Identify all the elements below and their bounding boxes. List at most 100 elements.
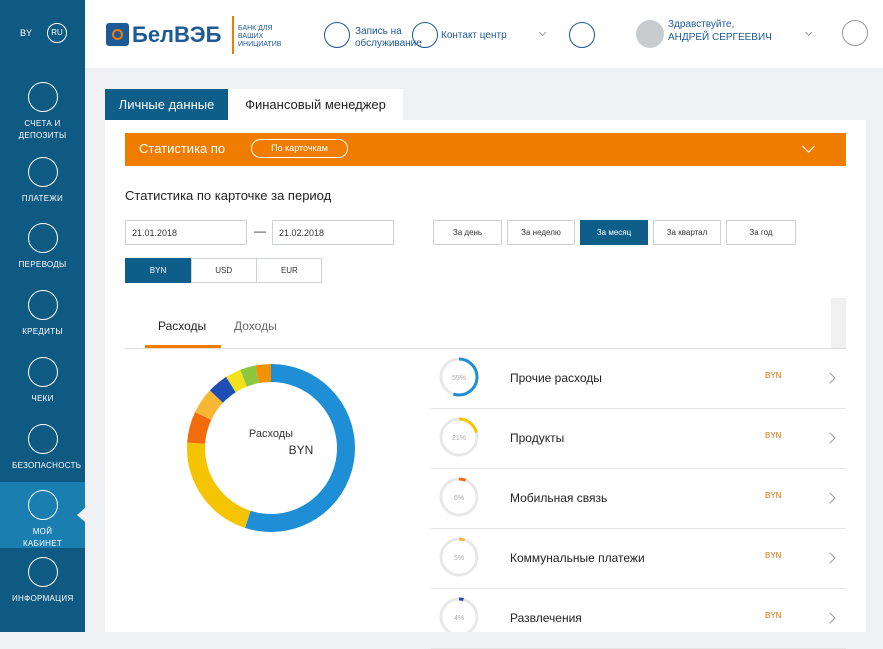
sidebar-item[interactable]: МОЙ КАБИНЕТ (0, 490, 85, 550)
greeting: Здравствуйте, (668, 19, 735, 30)
chart: Расходы BYN 55% 21% 6% 5% 4% (187, 357, 479, 632)
sidebar-item[interactable]: ЧЕКИ (0, 357, 85, 405)
logo-divider (232, 16, 234, 54)
period-button[interactable]: За день (433, 220, 502, 245)
expense-currency: BYN (765, 491, 782, 500)
ring-arc (439, 477, 479, 517)
avatar[interactable] (636, 20, 664, 48)
sidebar-icon (27, 490, 58, 520)
sidebar-icon (27, 157, 58, 187)
expense-currency: BYN (765, 431, 782, 440)
expense-name: Развлечения (510, 611, 582, 625)
sidebar-label: СЧЕТА И ДЕПОЗИТЫ (18, 119, 67, 140)
ring-label: 6% (454, 495, 464, 502)
ring-arc (439, 597, 479, 632)
tab[interactable]: Финансовый менеджер (228, 89, 403, 120)
sidebar-item[interactable]: КРЕДИТЫ (0, 290, 85, 338)
scrollbar[interactable] (831, 298, 846, 348)
logo-icon (106, 23, 129, 46)
sidebar-icon (27, 557, 58, 587)
subtab-underline (145, 345, 221, 348)
stats-button[interactable]: По карточкам (251, 139, 348, 158)
ring-arc (439, 537, 479, 577)
sidebar: BY RU СЧЕТА И ДЕПОЗИТЫ ПЛАТЕЖИ ПЕРЕВОДЫ КРЕ… (0, 0, 85, 632)
sidebar-label: ПЛАТЕЖИ (21, 194, 64, 203)
sidebar-label: ПЕРЕВОДЫ (18, 260, 67, 269)
period-title: Статистика по карточке за период (125, 188, 332, 203)
expense-name: Мобильная связь (510, 491, 608, 505)
donut-center-label: Расходы (249, 428, 293, 440)
expense-row[interactable]: Прочие расходы BYN (431, 349, 846, 409)
donut-segment (187, 364, 355, 532)
row-chevron[interactable] (824, 492, 836, 504)
currency-button[interactable]: EUR (256, 258, 323, 283)
sidebar-item[interactable]: БЕЗОПАСНОСТЬ (0, 424, 85, 472)
stats-bar (125, 133, 846, 166)
sidebar-label: КРЕДИТЫ (22, 327, 63, 336)
donut-segment (187, 364, 355, 532)
notifications-icon[interactable] (569, 22, 595, 48)
sidebar-icon (27, 290, 58, 320)
currency-button[interactable]: BYN (125, 258, 191, 283)
sidebar-label: МОЙ КАБИНЕТ (22, 527, 63, 548)
sidebar-icon (27, 223, 58, 253)
active-pointer (77, 508, 85, 522)
lang-ru[interactable]: RU (47, 23, 67, 43)
sidebar-icon (27, 424, 58, 454)
expense-name: Продукты (510, 431, 565, 445)
expense-currency: BYN (765, 551, 782, 560)
logout-icon[interactable] (842, 20, 868, 46)
row-chevron[interactable] (824, 552, 836, 564)
expense-row[interactable]: Мобильная связь BYN (431, 469, 846, 529)
period-button[interactable]: За год (726, 220, 796, 245)
appointment-link[interactable]: Запись на обслуживание (355, 26, 422, 49)
ring-label: 5% (454, 555, 464, 562)
contact-icon[interactable] (412, 22, 438, 48)
tagline: БАНК ДЛЯ ВАШИХ ИНИЦИАТИВ (238, 25, 282, 48)
sidebar-item[interactable]: СЧЕТА И ДЕПОЗИТЫ (0, 82, 85, 142)
row-chevron[interactable] (824, 372, 836, 384)
expense-name: Прочие расходы (510, 371, 602, 385)
row-chevron[interactable] (824, 432, 836, 444)
ring-label: 55% (452, 375, 466, 382)
tab-active[interactable]: Личные данные (105, 89, 228, 120)
expense-row[interactable]: Развлечения BYN (431, 589, 846, 649)
ring-label: 21% (452, 435, 466, 442)
currency-button[interactable]: USD (190, 258, 257, 283)
sidebar-label: ИНФОРМАЦИЯ (12, 594, 74, 603)
sidebar-label: ЧЕКИ (31, 394, 54, 403)
expense-name: Коммунальные платежи (510, 551, 645, 565)
period-button[interactable]: За неделю (507, 220, 575, 245)
sidebar-item[interactable]: ПЕРЕВОДЫ (0, 223, 85, 271)
subtab[interactable]: Доходы (234, 319, 277, 333)
user-name[interactable]: АНДРЕЙ СЕРГЕЕВИЧ (668, 32, 772, 43)
sidebar-label: БЕЗОПАСНОСТЬ (12, 461, 82, 470)
contact-link[interactable]: Контакт центр (441, 30, 507, 41)
subtab-active[interactable]: Расходы (158, 319, 207, 333)
sidebar-icon (27, 82, 58, 112)
sidebar-item[interactable]: ИНФОРМАЦИЯ (0, 557, 85, 605)
expense-currency: BYN (765, 371, 782, 380)
ring-arc (439, 357, 479, 397)
appointment-icon[interactable] (324, 22, 350, 48)
period-button[interactable]: За квартал (653, 220, 721, 245)
date-from[interactable]: 21.01.2018 (125, 220, 247, 245)
sidebar-icon (27, 357, 58, 387)
period-button[interactable]: За месяц (580, 220, 648, 245)
ring-label: 4% (454, 615, 464, 622)
expense-row[interactable]: Продукты BYN (431, 409, 846, 469)
logo[interactable]: БелВЭБ (132, 22, 222, 47)
lang-by[interactable]: BY (20, 28, 33, 38)
expense-currency: BYN (765, 611, 782, 620)
sidebar-item[interactable]: ПЛАТЕЖИ (0, 157, 85, 205)
subtab-line (125, 348, 846, 349)
row-chevron[interactable] (824, 612, 836, 624)
date-separator: — (254, 224, 266, 238)
date-to[interactable]: 21.02.2018 (272, 220, 394, 245)
ring-arc (439, 417, 479, 457)
stats-label: Статистика по (139, 141, 226, 156)
donut-center-currency: BYN (289, 443, 314, 457)
expense-row[interactable]: Коммунальные платежи BYN (431, 529, 846, 589)
